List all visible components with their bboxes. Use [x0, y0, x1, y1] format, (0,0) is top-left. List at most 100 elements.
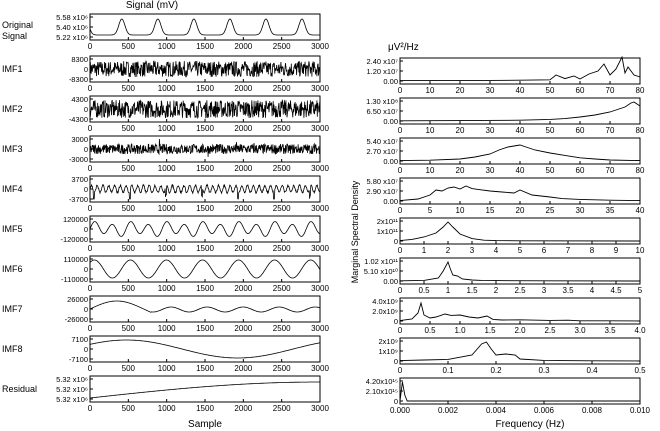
time-series-line: [90, 340, 320, 358]
time-panel-1: 0 500 1000 1500 2000 2500 300083000-8300IMF1: [2, 55, 329, 93]
time-panel-y-tick-label: -3000: [69, 155, 88, 164]
spectrum-panel-x-tick-label: 0: [398, 366, 403, 375]
spectrum-panel-y-tick-label: 2.0x10⁹: [372, 307, 398, 316]
time-panel-y-tick-label: 0: [84, 265, 88, 274]
time-series-line: [90, 19, 320, 35]
time-panel-6: 0 500 1000 1500 2000 2500 30001100000-110000IM…: [2, 255, 329, 293]
spectrum-panel-x-tick-label: 30: [486, 166, 495, 175]
spectrum-panel-x-tick-label: 1.5: [466, 286, 478, 295]
time-panel-x-tick-label: 2000: [234, 164, 252, 173]
time-panel-x-tick-label: 1500: [196, 364, 214, 373]
time-panel-x-tick-label: 1000: [158, 124, 176, 133]
time-panel-x-tick-label: 1000: [158, 244, 176, 253]
time-panel-label-line: Signal: [2, 31, 27, 41]
spectrum-panel-x-tick-label: 2.5: [514, 286, 526, 295]
time-panel-x-tick-label: 500: [122, 284, 136, 293]
time-panel-x-tick-label: 2000: [234, 42, 252, 51]
spectrum-panel-y-tick-label: 1.02 x10¹¹: [364, 257, 398, 266]
time-panel-x-tick-label: 500: [122, 404, 136, 413]
spectrum-panel-x-tick-label: 3: [542, 286, 547, 295]
time-panel-x-tick-label: 2000: [234, 244, 252, 253]
time-panel-x-tick-label: 1500: [196, 284, 214, 293]
time-panel-y-tick-label: 3700: [71, 175, 88, 184]
time-panel-label: IMF8: [2, 344, 23, 354]
time-panel-y-tick-label: 0: [84, 185, 88, 194]
spectrum-panel-4: 0 1 2 3 4 5 6 7 8 9 102x10¹¹1x10¹¹0: [377, 217, 645, 255]
spectrum-panel-y-tick-label: 0: [394, 357, 398, 366]
spectrum-panel-x-tick-label: 0.008: [582, 406, 603, 415]
spectrum-panel-x-tick-label: 0.3: [538, 366, 550, 375]
spectrum-line: [400, 262, 640, 281]
left-x-axis-label: Sample: [188, 419, 222, 430]
spectrum-panel-y-tick-label: 2.40 x10⁷: [367, 57, 399, 66]
time-panel-y-tick-label: 120000: [63, 215, 88, 224]
spectrum-panel-7: 0 0.1 0.2 0.3 0.4 0.52x10⁹1x10⁹0: [379, 337, 647, 375]
time-panel-x-tick-label: 2000: [234, 84, 252, 93]
time-panel-label: Original Signal: [2, 20, 33, 41]
time-panel-2: 0 500 1000 1500 2000 2500 300043000-4300IMF2: [2, 95, 329, 133]
spectrum-panel-x-tick-label: 2: [446, 246, 451, 255]
spectrum-panel-x-tick-label: 0.006: [534, 406, 555, 415]
time-panel-y-tick-label: 7100: [71, 335, 88, 344]
spectrum-panel-y-tick-label: 0: [394, 317, 398, 326]
time-panel-x-tick-label: 1000: [158, 42, 176, 51]
time-panel-x-tick-label: 2000: [234, 404, 252, 413]
spectrum-panel-x-tick-label: 20: [516, 206, 525, 215]
time-panel-x-tick-label: 500: [122, 84, 136, 93]
time-panel-y-tick-label: 5.32 x10⁶: [56, 385, 88, 394]
spectrum-panel-x-tick-label: 2.5: [544, 326, 556, 335]
spectrum-panel-x-tick-label: 20: [456, 126, 465, 135]
time-panel-x-tick-label: 0: [88, 204, 93, 213]
spectrum-panel-x-tick-label: 6: [542, 246, 547, 255]
spectrum-panel-y-tick-label: 2x10¹¹: [377, 217, 399, 226]
time-panel-label: IMF7: [2, 304, 23, 314]
time-panel-x-tick-label: 3000: [311, 42, 329, 51]
time-panel-y-tick-label: -26000: [65, 315, 88, 324]
time-panel-x-tick-label: 2500: [273, 284, 291, 293]
time-panel-7: 0 500 1000 1500 2000 2500 3000260000-26000IMF7: [2, 295, 329, 333]
time-panel-x-tick-label: 3000: [311, 284, 329, 293]
spectrum-panel-y-tick-label: 2.10x10¹⁵: [366, 387, 398, 396]
spectrum-panel-y-tick-label: 0: [394, 237, 398, 246]
spectrum-panel-x-tick-label: 0.2: [490, 366, 502, 375]
time-panel-y-tick-label: 26000: [67, 295, 88, 304]
spectrum-panel-x-tick-label: 50: [546, 86, 555, 95]
spectrum-panel-x-tick-label: 60: [576, 166, 585, 175]
spectrum-panel-frame: [400, 378, 640, 404]
spectrum-panel-x-tick-label: 50: [546, 126, 555, 135]
time-panel-x-tick-label: 3000: [311, 324, 329, 333]
time-panel-y-tick-label: 5.40 x10⁶: [56, 23, 88, 32]
spectrum-panel-x-tick-label: 0: [398, 166, 403, 175]
time-panel-y-tick-label: 5.22 x10⁶: [56, 33, 88, 42]
time-panel-x-tick-label: 2500: [273, 364, 291, 373]
time-panel-x-tick-label: 2500: [273, 324, 291, 333]
spectrum-panel-y-tick-label: 0: [394, 397, 398, 406]
time-panel-x-tick-label: 3000: [311, 364, 329, 373]
time-panel-x-tick-label: 2500: [273, 404, 291, 413]
time-panel-x-tick-label: 2000: [234, 364, 252, 373]
time-panel-x-tick-label: 2500: [273, 42, 291, 51]
time-panel-x-tick-label: 500: [122, 164, 136, 173]
spectrum-panel-x-tick-label: 10: [456, 206, 465, 215]
spectrum-panel-x-tick-label: 5: [428, 206, 433, 215]
spectrum-line: [400, 145, 640, 161]
spectrum-panel-x-tick-label: 0.000: [390, 406, 411, 415]
time-panel-x-tick-label: 2500: [273, 164, 291, 173]
spectrum-panel-y-tick-label: 1x10⁹: [379, 347, 398, 356]
time-panel-x-tick-label: 1000: [158, 324, 176, 333]
spectrum-panel-y-tick-label: 0.00: [383, 77, 398, 86]
time-panel-3: 0 500 1000 1500 2000 2500 300030000-3000IMF3: [2, 135, 329, 173]
time-panel-y-tick-label: 110000: [64, 255, 88, 264]
time-panel-x-tick-label: 1000: [158, 364, 176, 373]
time-panel-x-tick-label: 1000: [158, 164, 176, 173]
spectrum-panel-6: 0 0.5 1.0 1.5 2.0 2.5 3.0 3.5 4.04.0x10⁹2.0x10⁹0: [372, 297, 646, 335]
spectrum-panel-x-tick-label: 10: [636, 246, 645, 255]
time-panel-x-tick-label: 1500: [196, 42, 214, 51]
spectrum-panel-x-tick-label: 20: [456, 86, 465, 95]
time-panel-x-tick-label: 1500: [196, 84, 214, 93]
spectrum-line: [400, 342, 640, 361]
time-panel-y-tick-label: 0: [84, 305, 88, 314]
time-panel-x-tick-label: 500: [122, 124, 136, 133]
spectrum-panel-5: 0 0.5 1 1.5 2 2.5 3 3.5 4 4.5 51.02 x10¹¹5.10 x10¹…: [364, 257, 643, 295]
